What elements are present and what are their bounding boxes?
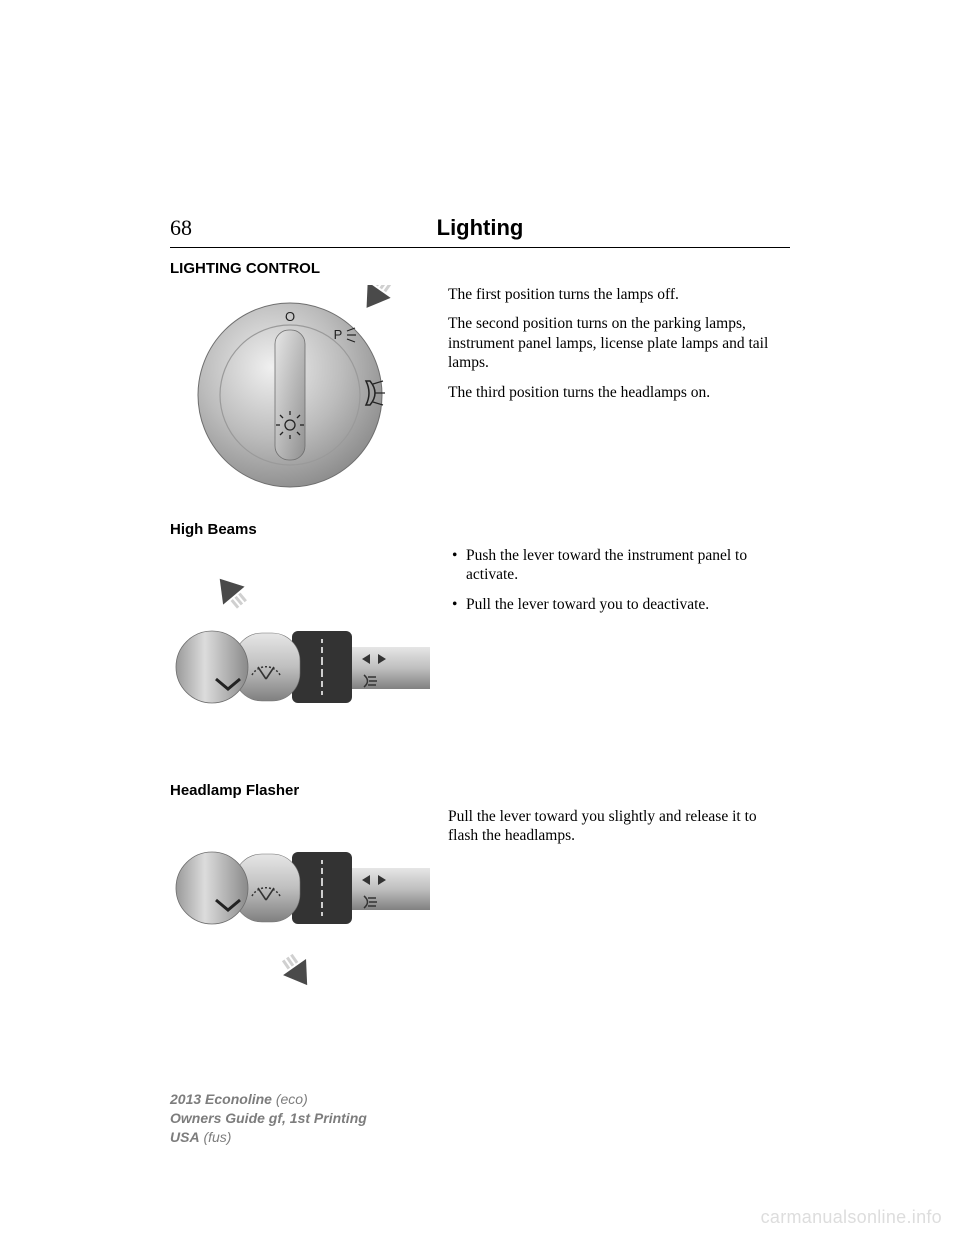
headlamp-flasher-figure	[170, 807, 430, 1017]
lighting-pos3-text: The third position turns the headlamps o…	[448, 383, 790, 402]
lighting-dial-icon: O P	[175, 285, 425, 495]
footer-model-code: (eco)	[276, 1091, 308, 1107]
section-heading-headlamp-flasher: Headlamp Flasher	[170, 782, 790, 799]
high-beams-stalk-icon	[170, 561, 430, 741]
lighting-control-row: O P	[170, 285, 790, 495]
page-header: 68 Lighting	[170, 215, 790, 248]
lighting-pos1-text: The first position turns the lamps off.	[448, 285, 790, 304]
manual-page: 68 Lighting LIGHTING CONTROL	[0, 0, 960, 1242]
high-beams-bullet-2: Pull the lever toward you to deactivate.	[448, 595, 790, 614]
high-beams-row: Push the lever toward the instrument pan…	[170, 546, 790, 756]
high-beams-figure	[170, 546, 430, 756]
headlamp-flasher-paragraph: Pull the lever toward you slightly and r…	[448, 807, 790, 846]
lighting-dial-figure: O P	[170, 285, 430, 495]
page-footer: 2013 Econoline (eco) Owners Guide gf, 1s…	[170, 1090, 367, 1147]
chapter-title: Lighting	[170, 215, 790, 241]
lighting-pos2-text: The second position turns on the parking…	[448, 314, 790, 372]
svg-text:P: P	[334, 327, 343, 342]
svg-text:O: O	[285, 309, 295, 324]
headlamp-flasher-stalk-icon	[170, 812, 430, 1012]
headlamp-flasher-text: Pull the lever toward you slightly and r…	[448, 807, 790, 856]
footer-region: USA	[170, 1129, 200, 1145]
lighting-control-text: The first position turns the lamps off. …	[448, 285, 790, 412]
headlamp-flasher-row: Pull the lever toward you slightly and r…	[170, 807, 790, 1017]
section-heading-high-beams: High Beams	[170, 521, 790, 538]
footer-model: 2013 Econoline	[170, 1091, 272, 1107]
section-heading-lighting-control: LIGHTING CONTROL	[170, 260, 790, 277]
footer-region-code: (fus)	[203, 1129, 231, 1145]
watermark-text: carmanualsonline.info	[761, 1207, 942, 1228]
high-beams-bullet-1: Push the lever toward the instrument pan…	[448, 546, 790, 585]
high-beams-text: Push the lever toward the instrument pan…	[448, 546, 790, 624]
footer-guide: Owners Guide gf, 1st Printing	[170, 1110, 367, 1126]
